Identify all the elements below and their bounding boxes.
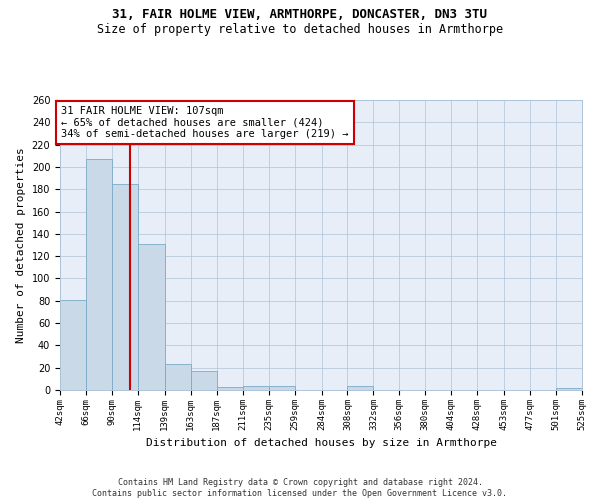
Y-axis label: Number of detached properties: Number of detached properties [16,147,26,343]
Text: 31, FAIR HOLME VIEW, ARMTHORPE, DONCASTER, DN3 3TU: 31, FAIR HOLME VIEW, ARMTHORPE, DONCASTE… [113,8,487,20]
Bar [138,244,165,390]
Bar [112,184,138,390]
Bar [165,364,191,390]
Text: Distribution of detached houses by size in Armthorpe: Distribution of detached houses by size … [146,438,497,448]
Text: 31 FAIR HOLME VIEW: 107sqm
← 65% of detached houses are smaller (424)
34% of sem: 31 FAIR HOLME VIEW: 107sqm ← 65% of deta… [61,106,349,139]
Bar [347,386,373,390]
Bar [191,371,217,390]
Bar [269,386,295,390]
Bar [217,386,242,390]
Text: Contains HM Land Registry data © Crown copyright and database right 2024.
Contai: Contains HM Land Registry data © Crown c… [92,478,508,498]
Bar [86,159,112,390]
Bar [242,386,269,390]
Text: Size of property relative to detached houses in Armthorpe: Size of property relative to detached ho… [97,22,503,36]
Bar [556,388,582,390]
Bar [60,300,86,390]
